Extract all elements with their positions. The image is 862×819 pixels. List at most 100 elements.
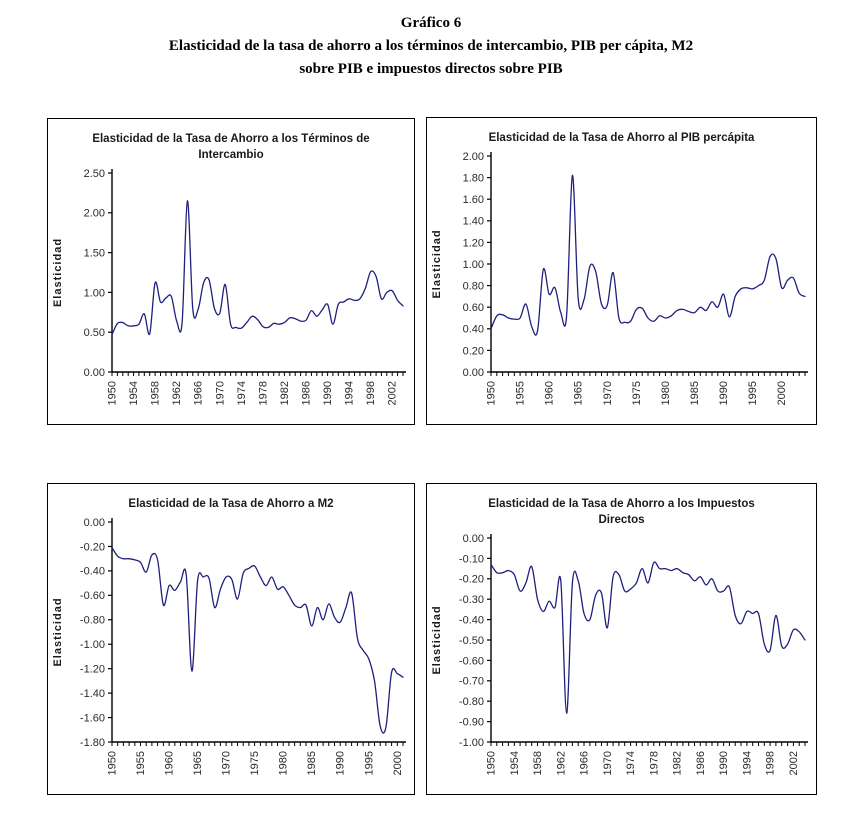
x-tick-label: 1950: [486, 381, 498, 405]
x-tick-label: 1970: [602, 751, 614, 775]
y-tick-label: -0.20: [459, 574, 484, 586]
chart-title-line: Elasticidad de la Tasa de Ahorro a M2: [128, 498, 334, 510]
y-tick-label: 0.00: [84, 367, 105, 379]
x-tick-label: 1966: [193, 381, 205, 405]
y-axis-title: Elasticidad: [431, 229, 443, 298]
x-tick-label: 1995: [747, 381, 759, 405]
y-tick-label: -0.20: [80, 541, 105, 553]
y-tick-label: -0.90: [459, 716, 484, 728]
x-tick-label: 1958: [532, 751, 544, 775]
x-tick-label: 1966: [579, 751, 591, 775]
x-tick-label: 1955: [515, 381, 527, 405]
y-tick-label: -0.40: [80, 566, 105, 578]
chart-canvas: 0.00 -0.10 -0.20 -0.30 -0.40 -0.50 -0.60 -0.70 -…: [431, 533, 808, 775]
chart-canvas: 0.00 -0.20 -0.40 -0.60 -0.80 -1.00 -1.20 -1.40 -…: [52, 517, 406, 775]
x-tick-label: 1975: [249, 751, 261, 775]
y-tick-label: -0.10: [459, 553, 484, 565]
x-tick-label: 1990: [335, 751, 347, 775]
x-tick-label: 1986: [695, 751, 707, 775]
x-tick-label: 1982: [672, 751, 684, 775]
chart-panel-m2: Elasticidad de la Tasa de Ahorro a M2 0.…: [47, 483, 415, 795]
line-chart-impuestos-directos: 0.00 -0.10 -0.20 -0.30 -0.40 -0.50 -0.60 -0.70 -…: [427, 528, 816, 794]
x-tick-label: 1962: [555, 751, 567, 775]
figure-label: Gráfico 6: [400, 15, 462, 31]
y-tick-label: 0.00: [84, 517, 105, 529]
x-tick-label: 2000: [776, 381, 788, 405]
x-tick-label: 1950: [107, 751, 119, 775]
line-chart-terminos-intercambio: 0.00 0.50 1.00 1.50 2.00 2.50 1950 1954 1958 1962…: [48, 163, 414, 424]
x-tick-label: 1958: [150, 381, 162, 405]
y-tick-label: 0.00: [463, 367, 484, 379]
chart-title: Elasticidad de la Tasa de Ahorro a los T…: [48, 119, 414, 163]
y-axis-title: Elasticidad: [52, 238, 64, 307]
x-tick-label: 1962: [171, 381, 183, 405]
x-tick-label: 2000: [392, 751, 404, 775]
chart-canvas: 0.00 0.50 1.00 1.50 2.00 2.50 1950 1954 1958 1962…: [52, 168, 406, 405]
y-tick-label: 2.00: [84, 208, 105, 220]
x-tick-label: 1970: [221, 751, 233, 775]
x-tick-label: 1955: [135, 751, 147, 775]
y-tick-label: -0.70: [459, 676, 484, 688]
chart-title: Elasticidad de la Tasa de Ahorro al PIB …: [427, 118, 816, 146]
x-tick-label: 1980: [660, 381, 672, 405]
chart-title: Elasticidad de la Tasa de Ahorro a los I…: [427, 484, 816, 528]
y-tick-label: -1.00: [80, 639, 105, 651]
y-tick-label: -0.60: [80, 590, 105, 602]
x-tick-label: 1954: [128, 381, 140, 405]
chart-title-line: Directos: [598, 514, 645, 526]
chart-panel-pib-percapita: Elasticidad de la Tasa de Ahorro al PIB …: [426, 117, 817, 425]
figure-title-line-2: sobre PIB e impuestos directos sobre PIB: [299, 61, 563, 77]
line-chart-pib-percapita: 0.00 0.20 0.40 0.60 0.80 1.00 1.20 1.40 1.60 1.80…: [427, 146, 816, 424]
y-tick-label: -1.00: [459, 737, 484, 749]
y-tick-label: 0.20: [463, 345, 484, 357]
y-tick-label: -0.80: [80, 615, 105, 627]
x-tick-label: 1986: [301, 381, 313, 405]
x-tick-label: 1994: [741, 751, 753, 775]
series-line: [490, 174, 806, 336]
y-tick-label: 1.80: [463, 172, 484, 184]
y-tick-label: 1.00: [463, 259, 484, 271]
y-tick-label: 0.60: [463, 302, 484, 314]
x-tick-label: 1954: [509, 751, 521, 775]
x-tick-label: 1985: [306, 751, 318, 775]
x-tick-label: 1990: [322, 381, 334, 405]
x-tick-label: 2002: [788, 751, 800, 775]
y-tick-label: 1.40: [463, 216, 484, 228]
chart-canvas: 0.00 0.20 0.40 0.60 0.80 1.00 1.20 1.40 1.60 1.80…: [431, 151, 808, 405]
x-tick-label: 1998: [765, 751, 777, 775]
x-tick-label: 1960: [544, 381, 556, 405]
y-tick-label: -0.30: [459, 594, 484, 606]
x-tick-label: 1960: [164, 751, 176, 775]
x-tick-label: 1990: [718, 381, 730, 405]
y-tick-label: -1.20: [80, 664, 105, 676]
chart-title: Elasticidad de la Tasa de Ahorro a M2: [48, 484, 414, 512]
y-axis-title: Elasticidad: [52, 597, 64, 666]
y-tick-label: 2.50: [84, 168, 105, 180]
y-tick-label: 1.50: [84, 247, 105, 259]
chart-panel-terminos-intercambio: Elasticidad de la Tasa de Ahorro a los T…: [47, 118, 415, 425]
x-tick-label: 1978: [257, 381, 269, 405]
series-line: [490, 561, 806, 715]
series-line: [111, 200, 404, 336]
y-axis-title: Elasticidad: [431, 605, 443, 674]
x-tick-label: 1974: [625, 751, 637, 775]
y-tick-label: 1.20: [463, 237, 484, 249]
y-tick-label: 2.00: [463, 151, 484, 163]
figure-header: Gráfico 6 Elasticidad de la tasa de ahor…: [0, 12, 862, 81]
y-tick-label: -1.80: [80, 737, 105, 749]
x-tick-label: 1950: [107, 381, 119, 405]
y-tick-label: -0.40: [459, 614, 484, 626]
y-tick-label: -1.40: [80, 688, 105, 700]
y-tick-label: -0.80: [459, 696, 484, 708]
chart-title-line: Elasticidad de la Tasa de Ahorro a los I…: [488, 498, 755, 510]
x-tick-label: 1998: [365, 381, 377, 405]
y-tick-label: -1.60: [80, 712, 105, 724]
x-tick-label: 1974: [236, 381, 248, 405]
x-tick-label: 1982: [279, 381, 291, 405]
x-tick-label: 1975: [631, 381, 643, 405]
x-tick-label: 1950: [486, 751, 498, 775]
figure-title-line-1: Elasticidad de la tasa de ahorro a los t…: [168, 38, 694, 54]
x-tick-label: 1965: [573, 381, 585, 405]
series-line: [111, 547, 404, 734]
